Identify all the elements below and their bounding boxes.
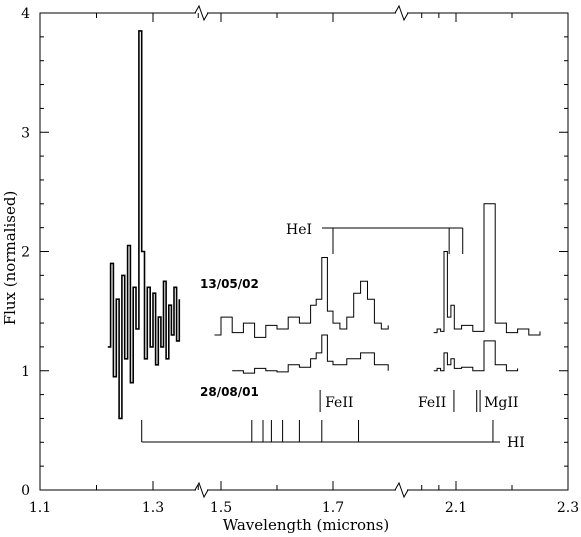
axis-breaks [194,4,409,499]
feii-label: FeII [325,395,353,411]
x-tick-label: 1.7 [322,500,344,516]
epoch-label-2001: 28/08/01 [200,385,259,399]
y-tick-label: 1 [21,364,30,380]
x-axis-label: Wavelength (microns) [223,516,390,534]
x-tick-label: 1.5 [210,500,232,516]
series-group [107,30,541,420]
x-tick-label: 2.3 [557,500,579,516]
hi-label: HI [507,435,525,451]
epoch-label-2002: 13/05/02 [200,277,259,291]
y-tick-label: 0 [21,483,30,499]
axis-break-zigzag [394,4,409,22]
spectrum-line [214,257,389,338]
y-tick-label: 3 [21,125,30,141]
y-tick-label: 2 [21,245,30,261]
mgii-label: MgII [484,395,518,411]
annotations-group: 13/05/02 28/08/01 HeI FeII FeII MgII HI [141,222,525,451]
spectrum-line [107,30,181,420]
axis-break-zigzag [194,4,209,22]
spectrum-line [232,334,389,374]
axis-break-zigzag [394,481,409,499]
x-tick-label: 1.3 [142,500,164,516]
spectrum-line [433,203,541,336]
x-tick-label: 2.1 [445,500,467,516]
hei-label: HeI [286,222,312,238]
x-tick-label: 1.1 [29,500,51,516]
y-axis-label: Flux (normalised) [1,191,19,326]
axis-ticks: 1.1 1.3 1.5 1.7 2.1 2.3 0 1 2 3 4 [21,6,579,516]
feii-label: FeII [418,395,446,411]
y-tick-label: 4 [21,6,30,22]
spectrum-line [433,340,519,372]
axis-break-zigzag [194,481,209,499]
